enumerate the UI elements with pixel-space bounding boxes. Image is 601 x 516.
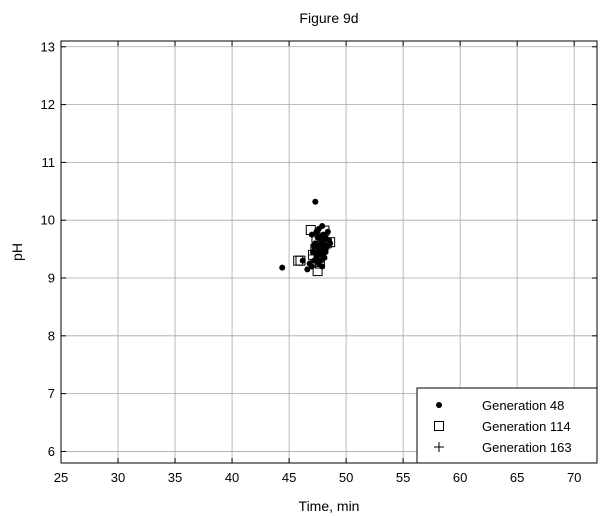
legend-label: Generation 163 bbox=[482, 440, 572, 455]
point-generation-48 bbox=[279, 264, 286, 271]
x-tick-label: 55 bbox=[396, 470, 410, 485]
y-tick-label: 10 bbox=[41, 213, 55, 228]
point-generation-163 bbox=[310, 255, 321, 266]
x-tick-label: 35 bbox=[168, 470, 182, 485]
point-generation-48 bbox=[304, 266, 311, 273]
x-tick-label: 30 bbox=[111, 470, 125, 485]
y-tick-label: 6 bbox=[48, 444, 55, 459]
legend-marker-plus bbox=[434, 442, 444, 452]
x-axis-ticks: 25 30 35 40 45 50 55 60 65 70 bbox=[54, 41, 581, 485]
x-axis-label: Time, min bbox=[299, 498, 360, 514]
point-generation-48 bbox=[324, 228, 331, 235]
point-generation-163 bbox=[313, 247, 324, 257]
legend-marker-dot bbox=[436, 402, 442, 408]
legend-marker-square bbox=[434, 421, 444, 431]
x-tick-label: 40 bbox=[225, 470, 239, 485]
x-tick-label: 25 bbox=[54, 470, 68, 485]
legend: Generation 48 Generation 114 Generation 16… bbox=[416, 387, 598, 464]
legend-label: Generation 114 bbox=[482, 419, 571, 434]
x-tick-label: 65 bbox=[510, 470, 524, 485]
point-generation-163 bbox=[319, 244, 330, 255]
legend-label: Generation 48 bbox=[482, 398, 564, 413]
y-tick-label: 12 bbox=[41, 97, 55, 112]
point-generation-163 bbox=[320, 238, 331, 249]
x-tick-label: 70 bbox=[567, 470, 581, 485]
y-axis-ticks: 6 7 8 9 10 11 12 13 bbox=[41, 39, 597, 459]
legend-box bbox=[416, 387, 598, 464]
x-tick-label: 60 bbox=[453, 470, 467, 485]
point-generation-114 bbox=[319, 225, 330, 236]
y-axis-label: pH bbox=[9, 243, 25, 261]
x-tick-label: 45 bbox=[282, 470, 296, 485]
point-generation-114 bbox=[295, 255, 306, 266]
y-tick-label: 8 bbox=[48, 328, 55, 343]
point-generation-163 bbox=[313, 229, 324, 240]
plot-frame bbox=[60, 40, 598, 464]
data-points bbox=[279, 198, 336, 277]
chart-title: Figure 9d bbox=[299, 10, 358, 26]
y-tick-label: 9 bbox=[48, 271, 55, 286]
x-tick-label: 50 bbox=[339, 470, 353, 485]
y-tick-label: 13 bbox=[41, 39, 55, 54]
y-tick-label: 7 bbox=[48, 386, 55, 401]
grid bbox=[60, 41, 597, 463]
point-generation-114 bbox=[305, 225, 316, 236]
point-generation-114 bbox=[312, 266, 323, 277]
point-generation-48 bbox=[312, 198, 319, 205]
point-generation-163 bbox=[317, 252, 328, 263]
y-tick-label: 11 bbox=[42, 155, 56, 170]
